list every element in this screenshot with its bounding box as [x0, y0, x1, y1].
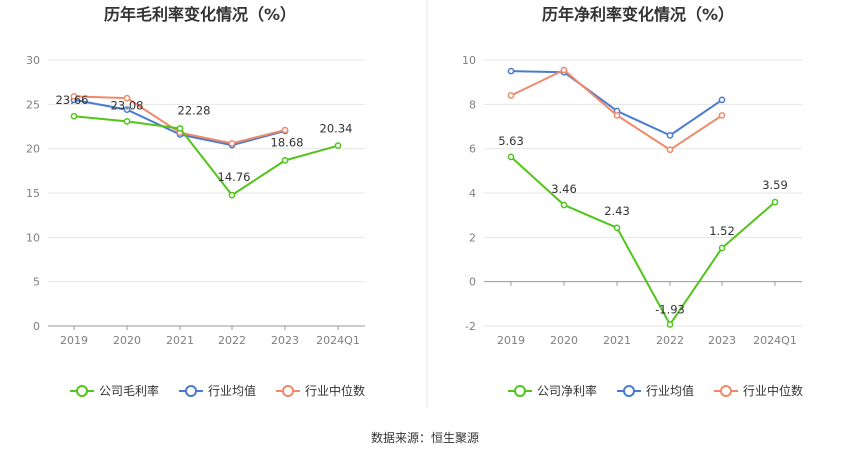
x-tick-label: 2021 [603, 334, 631, 347]
data-point [718, 244, 726, 252]
data-point [718, 112, 726, 119]
legend-swatch-marker [720, 385, 732, 397]
data-label: 14.76 [218, 170, 251, 184]
series-line-company [73, 115, 339, 197]
x-tick-label: 2024Q1 [753, 334, 797, 347]
data-label: 20.34 [320, 122, 353, 136]
x-tick-label: 2023 [271, 334, 299, 347]
y-tick-label: 8 [469, 98, 476, 111]
legend-swatch-marker [185, 385, 197, 397]
data-point [613, 224, 621, 232]
data-point [123, 94, 131, 102]
x-tick-label: 2022 [218, 334, 246, 347]
y-tick-label: -2 [465, 320, 476, 333]
legend-item: 公司净利率 [508, 383, 597, 398]
y-tick-label: 10 [462, 54, 476, 67]
data-point [718, 96, 726, 104]
series-line-company [510, 156, 776, 326]
data-label: 3.46 [551, 182, 577, 196]
data-point [123, 118, 131, 125]
data-point [176, 125, 184, 132]
data-point [507, 67, 515, 75]
legend-swatch-marker [623, 385, 635, 397]
legend-label: 行业均值 [646, 383, 694, 398]
data-point [70, 93, 78, 100]
legend-label: 行业中位数 [743, 383, 803, 398]
data-point [771, 198, 779, 206]
y-tick-label: 20 [26, 143, 40, 156]
legend-swatch-marker [514, 385, 526, 397]
legend-item: 行业均值 [179, 383, 256, 398]
legend-item: 公司毛利率 [70, 383, 159, 398]
data-label: -1.93 [655, 302, 685, 316]
data-point [560, 66, 568, 74]
data-source-note: 数据来源：恒生聚源 [371, 430, 479, 445]
x-tick-label: 2020 [550, 334, 578, 347]
y-tick-label: 6 [469, 143, 476, 156]
x-tick-label: 2023 [708, 334, 736, 347]
chart-title: 历年毛利率变化情况（%） [104, 5, 296, 24]
data-label: 23.08 [111, 98, 144, 112]
legend-swatch-marker [76, 385, 88, 397]
data-label: 23.66 [56, 93, 89, 107]
data-point [613, 112, 621, 119]
x-tick-label: 2021 [166, 334, 194, 347]
data-point [334, 142, 342, 150]
data-point [507, 92, 515, 99]
data-label: 5.63 [498, 134, 524, 148]
data-point [666, 132, 674, 139]
data-label: 3.59 [762, 178, 788, 192]
data-point [123, 106, 131, 114]
y-tick-label: 15 [26, 187, 40, 200]
data-label: 22.28 [178, 103, 211, 117]
y-tick-label: 25 [26, 98, 40, 111]
y-tick-label: 30 [26, 54, 40, 67]
legend-item: 行业中位数 [714, 383, 803, 398]
x-tick-label: 2022 [656, 334, 684, 347]
legend-label: 行业中位数 [305, 383, 365, 398]
data-label: 18.68 [271, 135, 304, 149]
chart-panel-1: 历年毛利率变化情况（%） 0 5 10 15 20 25 30 2019 2020 2021 2022… [26, 5, 365, 398]
data-point [281, 157, 289, 164]
legend-label: 公司净利率 [537, 383, 597, 398]
data-label: 1.52 [709, 224, 735, 238]
data-point [666, 321, 674, 328]
legend-item: 行业均值 [617, 383, 694, 398]
y-tick-label: 0 [469, 276, 476, 289]
chart-panel-2: 历年净利率变化情况（%） -2 0 2 4 6 8 10 2019 2020 2021 2022 202… [462, 5, 803, 398]
x-tick-label: 2020 [113, 334, 141, 347]
y-tick-label: 2 [469, 231, 476, 244]
data-point [666, 146, 674, 154]
chart-title: 历年净利率变化情况（%） [542, 5, 734, 24]
data-point [507, 153, 515, 161]
data-point [228, 139, 236, 147]
legend-label: 公司毛利率 [99, 383, 159, 398]
y-tick-label: 5 [33, 276, 40, 289]
x-tick-label: 2019 [60, 334, 88, 347]
data-point [281, 126, 289, 134]
data-label: 2.43 [604, 204, 630, 218]
legend-label: 行业均值 [208, 383, 256, 398]
y-tick-label: 4 [469, 187, 476, 200]
legend-swatch-marker [282, 385, 294, 397]
data-point [70, 112, 78, 120]
y-tick-label: 10 [26, 231, 40, 244]
x-tick-label: 2019 [497, 334, 525, 347]
data-point [560, 201, 568, 209]
x-tick-label: 2024Q1 [316, 334, 360, 347]
y-tick-label: 0 [33, 320, 40, 333]
legend-item: 行业中位数 [276, 383, 365, 398]
data-point [228, 191, 236, 199]
